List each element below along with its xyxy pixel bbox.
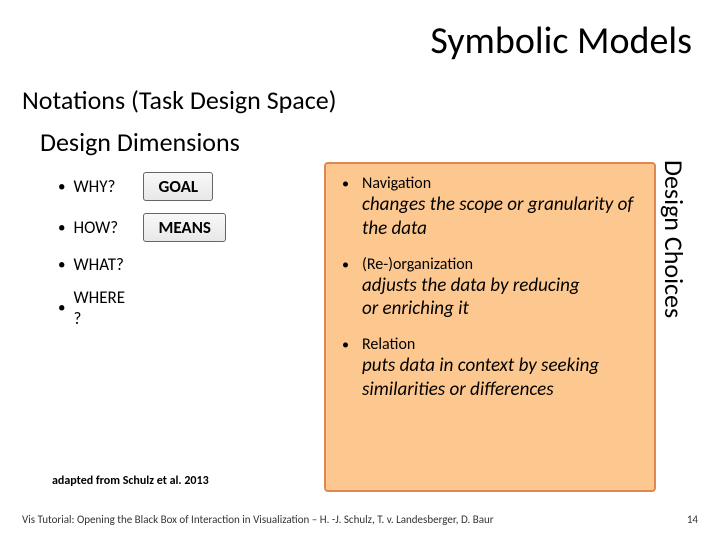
slide-title: Symbolic Models xyxy=(0,0,720,64)
bullet-icon: • xyxy=(58,178,65,196)
choice-desc: adjusts the data by reducingor enriching… xyxy=(342,274,642,322)
footer: Vis Tutorial: Opening the Black Box of I… xyxy=(22,513,698,526)
bullet-icon: • xyxy=(342,256,362,273)
design-choices-box: • Navigation changes the scope or granul… xyxy=(324,162,656,492)
bullet-icon: • xyxy=(342,336,362,353)
choice-desc: puts data in context by seeking similari… xyxy=(342,354,642,402)
dim-box-goal: GOAL xyxy=(143,172,213,201)
choice-reorganization: • (Re-)organization adjusts the data by … xyxy=(342,255,642,322)
choice-desc: changes the scope or granularity of the … xyxy=(342,193,642,241)
dimensions-heading: Design Dimensions xyxy=(0,116,720,158)
bullet-icon: • xyxy=(58,256,65,274)
dim-label: WHERE? xyxy=(73,287,125,329)
page-number: 14 xyxy=(687,513,698,526)
dim-label: WHY? xyxy=(73,176,143,197)
bullet-icon: • xyxy=(342,175,362,192)
choice-title: Navigation xyxy=(362,174,431,193)
choice-relation: • Relation puts data in context by seeki… xyxy=(342,335,642,402)
choice-title: (Re-)organization xyxy=(362,255,473,274)
citation: adapted from Schulz et al. 2013 xyxy=(0,474,209,488)
dim-label: WHAT? xyxy=(73,254,143,275)
bullet-icon: • xyxy=(58,219,65,237)
slide-subtitle: Notations (Task Design Space) xyxy=(0,64,720,116)
footer-text: Vis Tutorial: Opening the Black Box of I… xyxy=(22,513,494,526)
bullet-icon: • xyxy=(58,299,65,317)
design-choices-label: Design Choices xyxy=(658,160,690,318)
dim-label: HOW? xyxy=(73,217,143,238)
dim-box-means: MEANS xyxy=(143,213,225,242)
choice-title: Relation xyxy=(362,335,415,354)
choice-navigation: • Navigation changes the scope or granul… xyxy=(342,174,642,241)
